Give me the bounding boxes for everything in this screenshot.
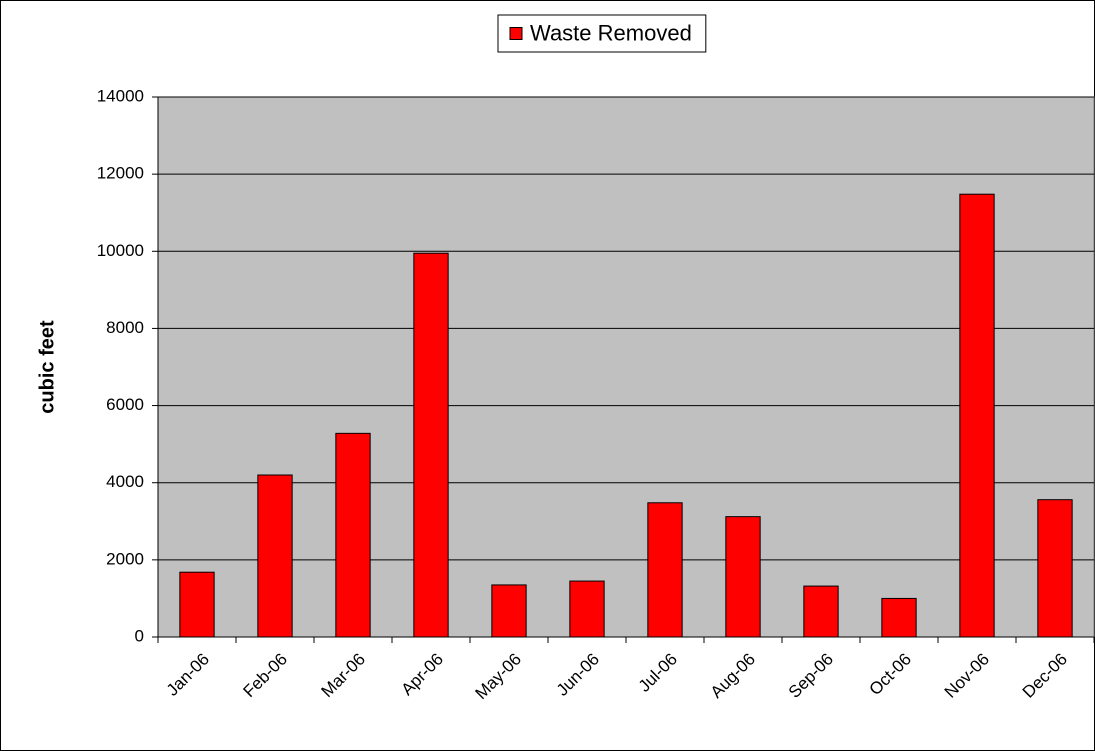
bar bbox=[413, 252, 449, 638]
plot-area bbox=[157, 96, 1095, 638]
y-tick-label: 6000 bbox=[106, 395, 144, 414]
y-tick-label: 4000 bbox=[106, 472, 144, 491]
legend-label: Waste Removed bbox=[530, 20, 692, 45]
legend-box bbox=[497, 14, 707, 53]
legend-swatch bbox=[509, 27, 523, 40]
bar bbox=[569, 580, 605, 638]
y-tick-label: 10000 bbox=[97, 241, 144, 260]
bar bbox=[959, 193, 995, 638]
y-tick-label: 0 bbox=[135, 626, 144, 645]
y-tick-label: 12000 bbox=[97, 164, 144, 183]
bar bbox=[881, 597, 917, 638]
bar bbox=[179, 571, 215, 638]
bar bbox=[1037, 499, 1073, 638]
y-tick-label: 14000 bbox=[97, 86, 144, 105]
y-tick-label: 8000 bbox=[106, 318, 144, 337]
bar bbox=[491, 584, 527, 638]
y-tick-label: 2000 bbox=[106, 549, 144, 568]
y-axis-label: cubic feet bbox=[36, 320, 58, 414]
bar bbox=[647, 502, 683, 638]
bar bbox=[257, 474, 293, 638]
bar bbox=[335, 432, 371, 638]
bar bbox=[725, 516, 761, 638]
bar bbox=[803, 585, 839, 638]
